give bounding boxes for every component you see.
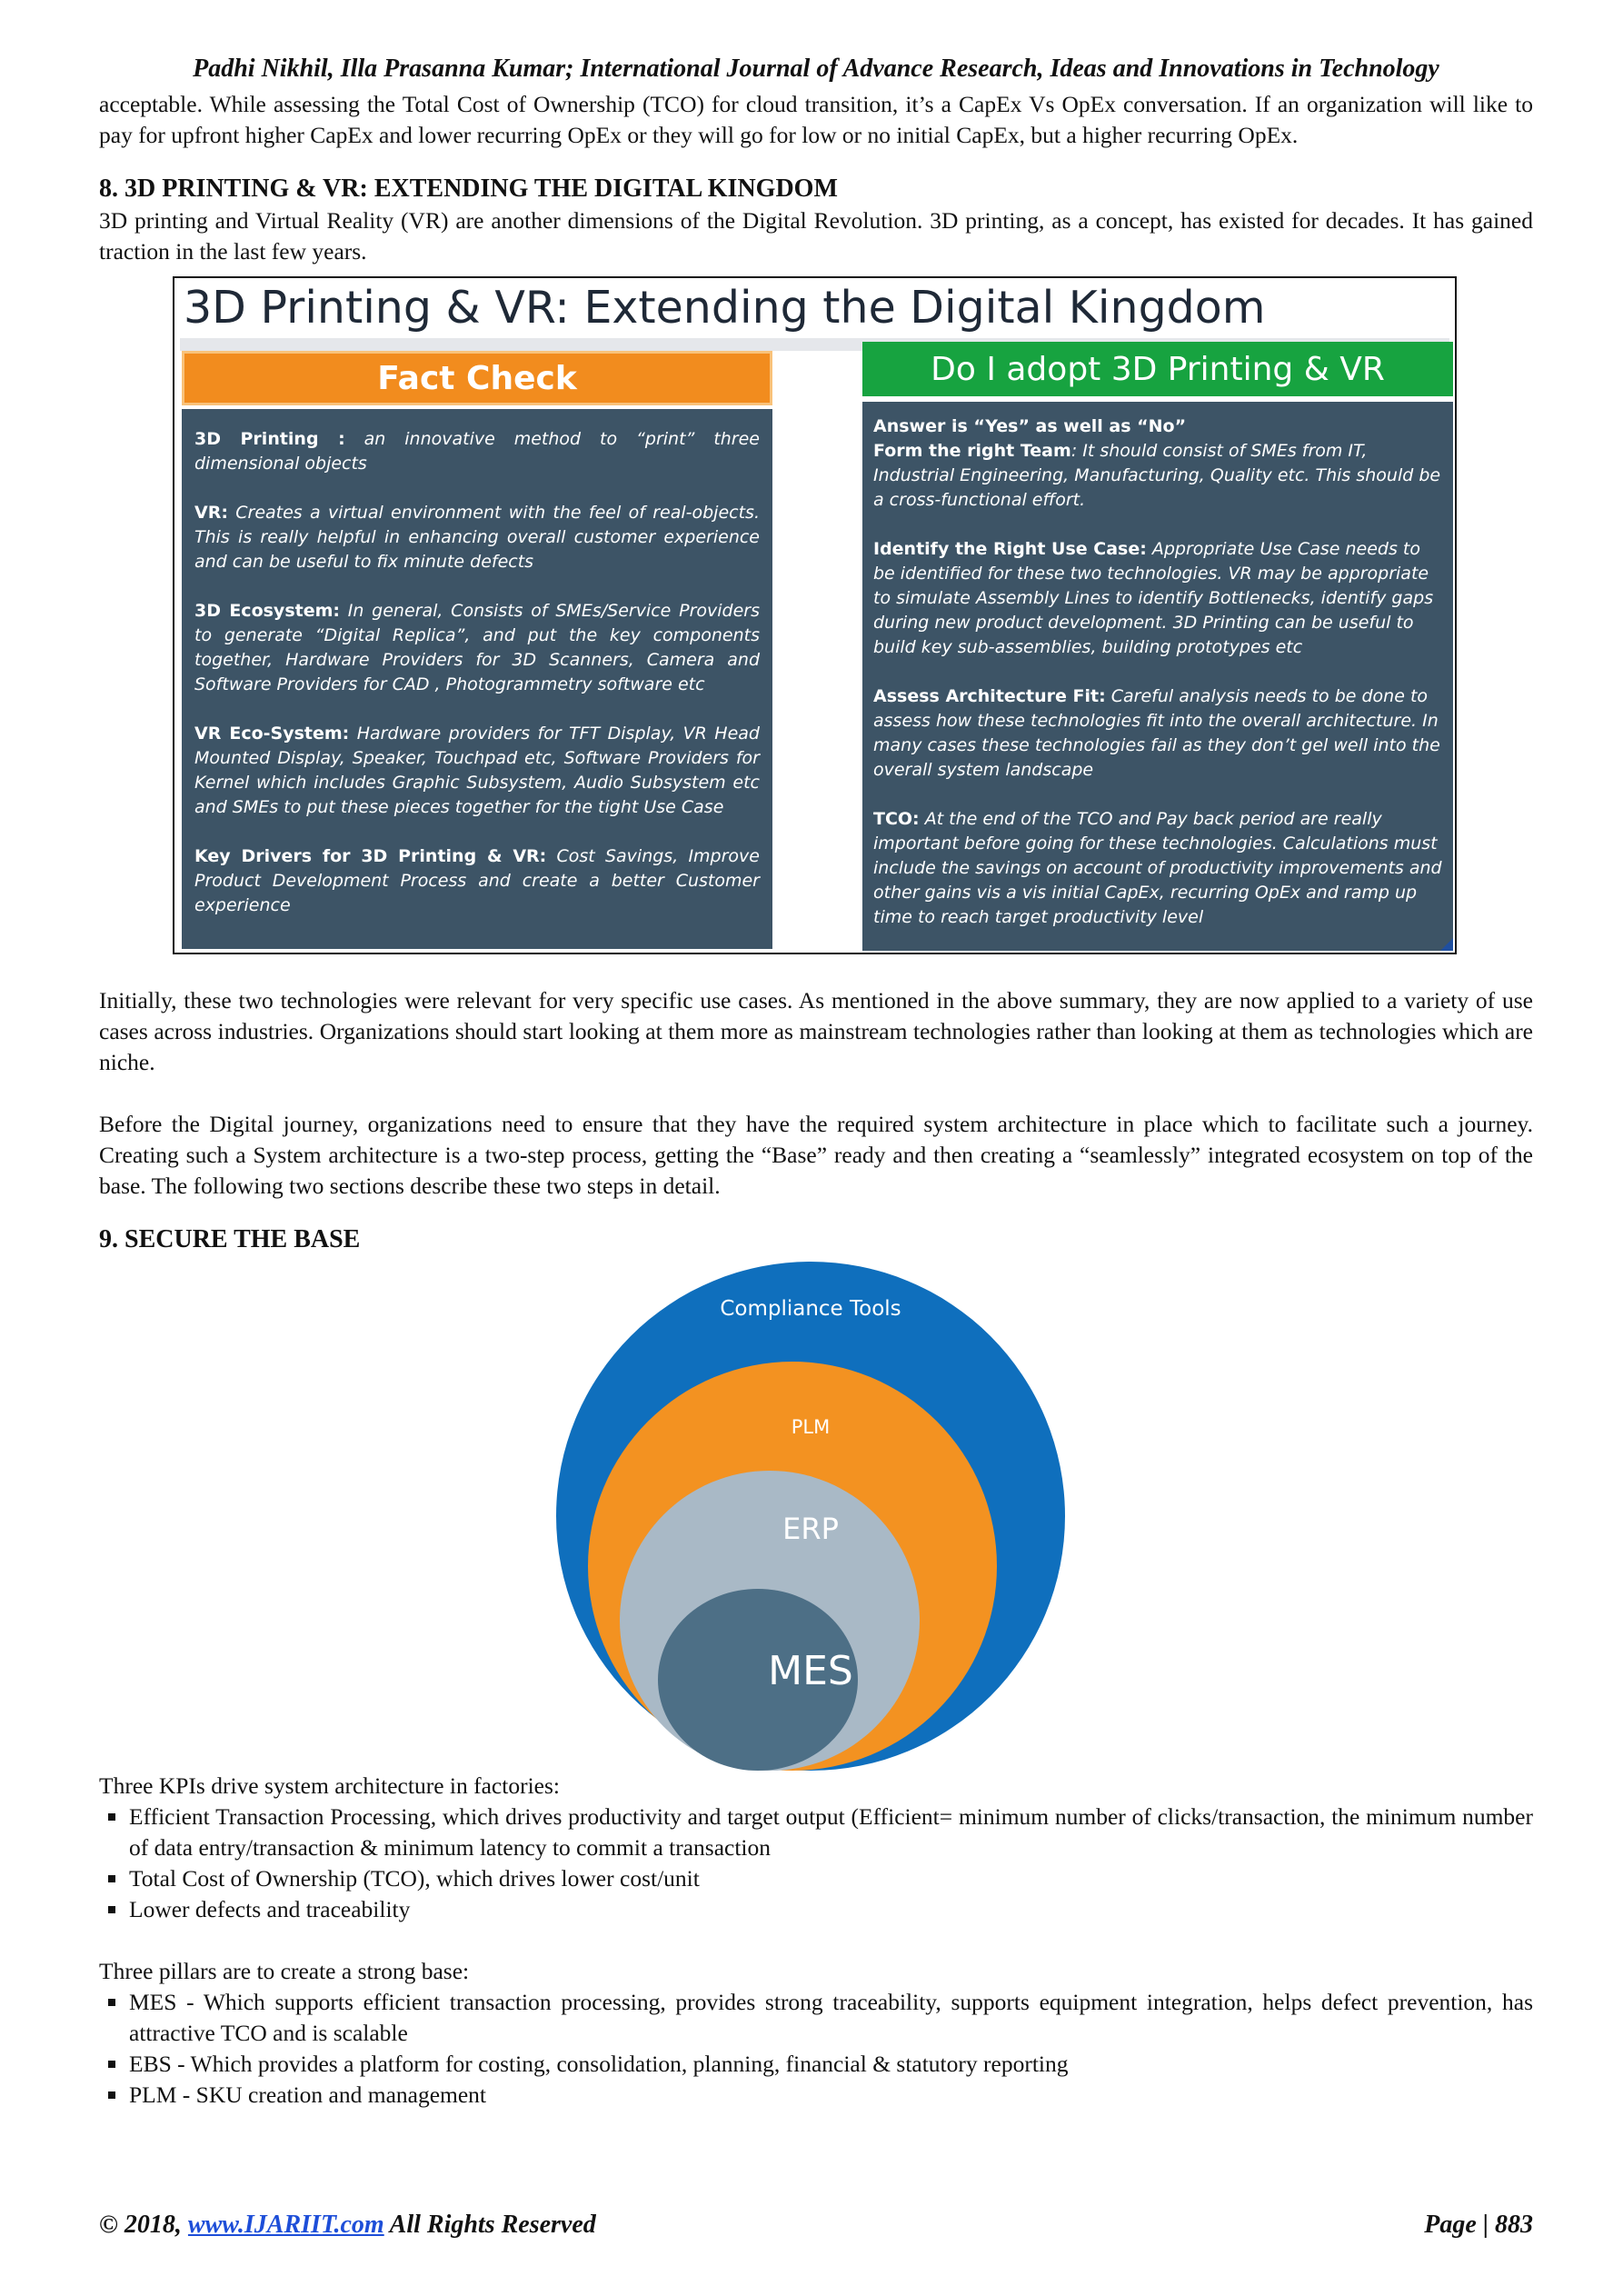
panel-item-text: an innovative method to “print” three di…	[194, 429, 760, 474]
footer-page-number: Page | 883	[1424, 2211, 1533, 2239]
label-plm: PLM	[791, 1416, 831, 1438]
panel-item-term: 3D Printing :	[194, 429, 345, 449]
panel-item: VR: Creates a virtual environment with t…	[194, 501, 760, 574]
kpi-intro: Three KPIs drive system architecture in …	[99, 1772, 560, 1799]
panel-item: 3D Printing : an innovative method to “p…	[194, 427, 760, 476]
fact-check-panel: 3D Printing : an innovative method to “p…	[182, 409, 772, 949]
label-mes: MES	[768, 1648, 853, 1694]
kpi-list: Efficient Transaction Processing, which …	[99, 1802, 1533, 1925]
section-8-paragraph-2: Initially, these two technologies were r…	[99, 987, 1533, 1075]
list-item: MES - Which supports efficient transacti…	[108, 1987, 1533, 2049]
panel-item-text: Careful analysis needs to be done to ass…	[873, 686, 1440, 780]
panel-item-term: Assess Architecture Fit:	[873, 686, 1106, 706]
adopt-panel: Answer is “Yes” as well as “No” Form the…	[862, 402, 1453, 951]
footer-link[interactable]: www.IJARIIT.com	[187, 2211, 384, 2239]
panel-item-text: At the end of the TCO and Pay back perio…	[873, 809, 1442, 927]
list-item: EBS - Which provides a platform for cost…	[108, 2049, 1533, 2080]
section-8-paragraph-1: 3D printing and Virtual Reality (VR) are…	[99, 207, 1533, 265]
section-8-heading: 8. 3D PRINTING & VR: EXTENDING THE DIGIT…	[99, 175, 838, 203]
panel-item-text: In general, Consists of SMEs/Service Pro…	[194, 601, 760, 694]
pillars-list: MES - Which supports efficient transacti…	[99, 1987, 1533, 2111]
panel-item-term: TCO:	[873, 809, 920, 829]
pillars-intro: Three pillars are to create a strong bas…	[99, 1958, 470, 1984]
figure-3d-printing-vr: 3D Printing & VR: Extending the Digital …	[173, 276, 1457, 954]
panel-item-term: Identify the Right Use Case:	[873, 539, 1147, 559]
panel-item-text: Hardware providers for TFT Display, VR H…	[194, 724, 760, 817]
panel-item-term: 3D Ecosystem:	[194, 601, 340, 621]
figure-1-title: 3D Printing & VR: Extending the Digital …	[184, 282, 1266, 334]
intro-paragraph: acceptable. While assessing the Total Co…	[99, 91, 1533, 148]
panel-item-term: Form the right Team	[873, 441, 1071, 461]
panel-item-term: VR Eco-System:	[194, 724, 350, 744]
panel-item-term: VR:	[194, 503, 228, 523]
panel-item-text: Cost Savings, Improve Product Developmen…	[194, 846, 760, 915]
list-item: PLM - SKU creation and management	[108, 2080, 1533, 2111]
panel-item: Form the right Team: It should consist o…	[873, 439, 1442, 513]
panel-item: VR Eco-System: Hardware providers for TF…	[194, 722, 760, 820]
panel-item: Assess Architecture Fit: Careful analysi…	[873, 684, 1442, 783]
label-compliance-tools: Compliance Tools	[720, 1297, 901, 1321]
label-erp: ERP	[782, 1512, 839, 1546]
list-item: Total Cost of Ownership (TCO), which dri…	[108, 1863, 1533, 1894]
panel-item-text: : It should consist of SMEs from IT, Ind…	[873, 441, 1441, 510]
panel-item-text: Creates a virtual environment with the f…	[194, 503, 760, 572]
adopt-header: Do I adopt 3D Printing & VR	[862, 342, 1453, 396]
running-head: Padhi Nikhil, Illa Prasanna Kumar; Inter…	[193, 55, 1439, 83]
panel-item: TCO: At the end of the TCO and Pay back …	[873, 807, 1442, 930]
list-item: Efficient Transaction Processing, which …	[108, 1802, 1533, 1863]
panel-item: Key Drivers for 3D Printing & VR: Cost S…	[194, 844, 760, 918]
fact-check-header: Fact Check	[182, 351, 772, 405]
section-9-heading: 9. SECURE THE BASE	[99, 1225, 361, 1253]
page: Padhi Nikhil, Illa Prasanna Kumar; Inter…	[99, 55, 1533, 2111]
figure-1-corner-mark	[1440, 938, 1453, 951]
footer-copyright: © 2018, www.IJARIIT.com All Rights Reser…	[99, 2211, 596, 2239]
figure-secure-base-rings: Compliance Tools PLM ERP MES	[556, 1262, 1065, 1771]
ring-mes	[658, 1589, 858, 1771]
section-8-paragraph-3: Before the Digital journey, organization…	[99, 1111, 1533, 1199]
panel-item: 3D Ecosystem: In general, Consists of SM…	[194, 599, 760, 697]
panel-item-text: Appropriate Use Case needs to be identif…	[873, 539, 1434, 657]
list-item: Lower defects and traceability	[108, 1894, 1533, 1925]
adopt-answer: Answer is “Yes” as well as “No”	[873, 416, 1187, 436]
panel-item: Identify the Right Use Case: Appropriate…	[873, 537, 1442, 660]
footer: © 2018, www.IJARIIT.com All Rights Reser…	[99, 2211, 1533, 2240]
panel-item-term: Key Drivers for 3D Printing & VR:	[194, 846, 547, 866]
